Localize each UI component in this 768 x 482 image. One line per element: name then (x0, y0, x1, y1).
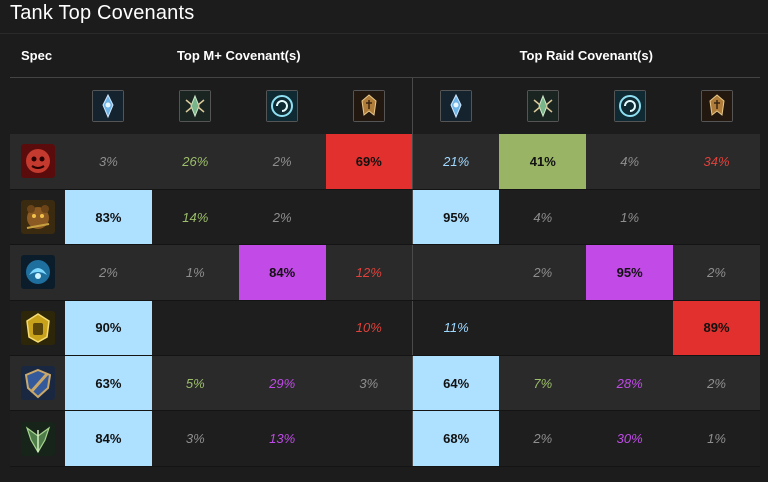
mplus-kyrian-value: 63% (95, 375, 122, 391)
spec-cell (10, 355, 65, 412)
covenant-icon-row (10, 77, 760, 134)
raid-kyrian-value: 95% (443, 209, 470, 225)
raid-kyrian-value: 11% (443, 320, 469, 336)
table-row: 90% 10% 11% 89% (10, 300, 760, 357)
mplus-night-fae-value: 1% (185, 264, 205, 280)
raid-venthyr-value: 2% (707, 375, 726, 391)
spec-cell (10, 134, 65, 190)
monk-brewmaster-icon (20, 310, 55, 345)
raid-kyrian-header (412, 77, 500, 134)
raid-venthyr-value: 34% (703, 153, 730, 169)
mplus-kyrian-value: 3% (99, 153, 118, 169)
necrolord-icon (613, 89, 646, 122)
raid-night-fae-value: 41% (529, 153, 556, 169)
mplus-necrolord-value: 2% (272, 153, 292, 169)
spec-cell (10, 410, 65, 467)
spec-icon-spacer (10, 77, 65, 134)
night-fae-icon (526, 89, 559, 122)
raid-night-fae-value: 4% (533, 209, 553, 225)
header-row: Spec Top M+ Covenant(s) Top Raid Covenan… (10, 34, 760, 78)
raid-venthyr-header (673, 77, 760, 134)
raid-venthyr-value: 1% (707, 431, 726, 447)
druid-guardian-icon (20, 200, 55, 235)
demon-hunter-vengeance-icon (20, 255, 55, 290)
raid-venthyr-value: 89% (703, 320, 730, 336)
raid-group-header: Top Raid Covenant(s) (412, 34, 760, 78)
raid-necrolord-value: 95% (616, 264, 643, 280)
title-divider (0, 33, 768, 34)
mplus-necrolord-value: 84% (269, 264, 296, 280)
spec-cell (10, 189, 65, 246)
raid-venthyr-value: 2% (707, 264, 726, 280)
mplus-venthyr-value: 10% (355, 320, 382, 336)
mplus-kyrian-header (65, 77, 152, 134)
mplus-night-fae-header (151, 77, 239, 134)
raid-necrolord-value: 4% (620, 153, 640, 169)
table-row: 3% 26% 2% 69% 21% 41% 4% 34% (10, 134, 760, 190)
night-fae-icon (179, 89, 212, 122)
raid-necrolord-header (586, 77, 674, 134)
spec-column-header: Spec (10, 34, 65, 78)
mplus-kyrian-value: 2% (99, 264, 118, 280)
paladin-protection-icon (20, 366, 55, 401)
spec-cell (10, 244, 65, 301)
table-row: 84% 3% 13% 68% 2% 30% 1% (10, 410, 760, 467)
venthyr-icon (700, 89, 733, 122)
venthyr-icon (352, 89, 385, 122)
table-row: 83% 14% 2% 95% 4% 1% (10, 189, 760, 246)
mplus-necrolord-value: 29% (269, 375, 296, 391)
mplus-necrolord-header (238, 77, 326, 134)
table-row: 63% 5% 29% 3% 64% 7% 28% 2% (10, 355, 760, 412)
raid-night-fae-value: 2% (533, 431, 553, 447)
covenant-table: Spec Top M+ Covenant(s) Top Raid Covenan… (10, 34, 760, 467)
mplus-night-fae-value: 5% (185, 375, 205, 391)
raid-night-fae-value: 2% (533, 264, 553, 280)
mplus-kyrian-value: 90% (95, 320, 122, 336)
raid-necrolord-value: 1% (620, 209, 640, 225)
mplus-night-fae-value: 14% (182, 209, 209, 225)
warrior-protection-icon (20, 421, 55, 456)
kyrian-icon (92, 89, 125, 122)
raid-kyrian-value: 64% (443, 375, 470, 391)
kyrian-icon (440, 89, 473, 122)
mplus-group-header: Top M+ Covenant(s) (65, 34, 413, 78)
mplus-kyrian-value: 83% (95, 209, 122, 225)
spec-cell (10, 300, 65, 357)
raid-night-fae-value: 7% (533, 375, 553, 391)
mplus-night-fae-value: 3% (185, 431, 205, 447)
raid-kyrian-value: 68% (443, 431, 470, 447)
table-row: 2% 1% 84% 12% 2% 95% 2% (10, 244, 760, 301)
mplus-necrolord-value: 2% (272, 209, 292, 225)
mplus-venthyr-header (325, 77, 413, 134)
raid-necrolord-value: 30% (616, 431, 643, 447)
mplus-night-fae-value: 26% (182, 153, 209, 169)
raid-night-fae-header (499, 77, 587, 134)
page-title: Tank Top Covenants (10, 2, 195, 24)
raid-kyrian-value: 21% (443, 153, 470, 169)
mplus-venthyr-value: 69% (355, 153, 382, 169)
mplus-kyrian-value: 84% (95, 431, 122, 447)
death-knight-blood-icon (20, 144, 55, 179)
mplus-venthyr-value: 3% (359, 375, 379, 391)
mplus-venthyr-value: 12% (355, 264, 382, 280)
mplus-necrolord-value: 13% (269, 431, 296, 447)
raid-necrolord-value: 28% (616, 375, 643, 391)
necrolord-icon (266, 89, 299, 122)
